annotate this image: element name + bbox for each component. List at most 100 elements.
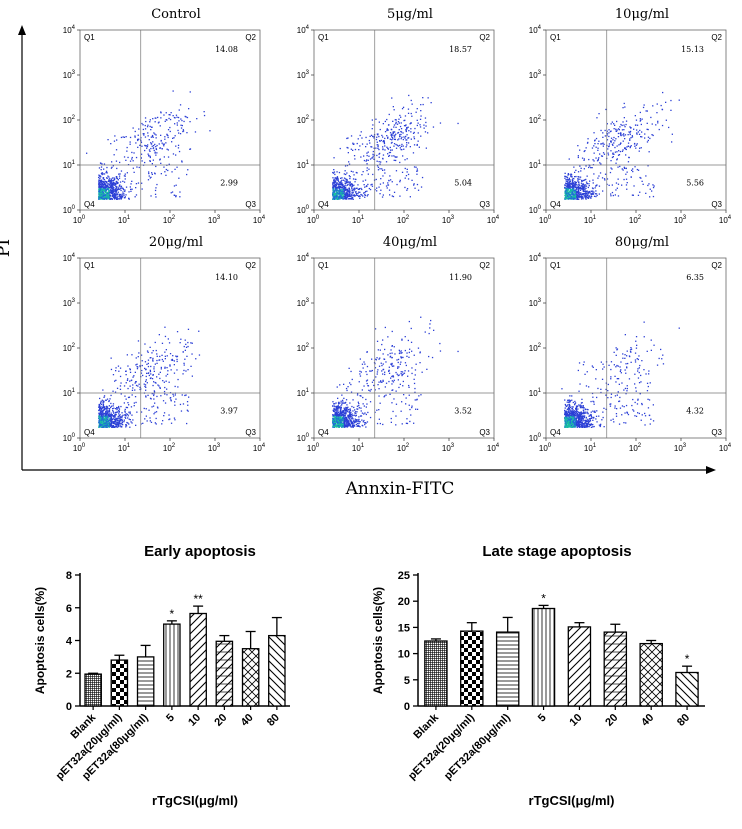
- flow-dot: [332, 182, 334, 184]
- flow-dot: [583, 159, 585, 161]
- flow-dot: [578, 193, 581, 195]
- flow-dot: [121, 195, 123, 197]
- flow-dot: [130, 421, 132, 423]
- flow-dot: [99, 417, 101, 419]
- flow-dot: [119, 193, 121, 196]
- flow-dot: [111, 183, 113, 185]
- flow-dot: [353, 406, 355, 409]
- flow-dot: [365, 371, 367, 373]
- flow-dot: [191, 353, 193, 355]
- flow-dot: [623, 117, 625, 119]
- flow-dot: [335, 186, 338, 188]
- flow-dot: [98, 188, 100, 190]
- flow-dot: [154, 193, 157, 195]
- flow-dot: [121, 415, 123, 417]
- flow-dot: [352, 424, 354, 427]
- flow-dot: [144, 145, 147, 147]
- flow-dot: [369, 390, 371, 392]
- flow-dot: [354, 409, 356, 411]
- flow-dot: [172, 359, 174, 361]
- flow-dot: [114, 193, 116, 196]
- flow-dot: [372, 124, 374, 126]
- flow-dot: [369, 416, 372, 419]
- flow-dot: [582, 189, 584, 191]
- flow-dot: [359, 191, 361, 193]
- flow-dot: [376, 160, 378, 162]
- flow-dot: [333, 192, 335, 194]
- flow-dot: [626, 188, 628, 190]
- flow-dot: [102, 192, 104, 194]
- flow-dot: [405, 364, 407, 367]
- flow-dot: [610, 195, 612, 197]
- flow-dot: [344, 408, 346, 410]
- flow-dot: [621, 168, 623, 170]
- flow-dot: [152, 360, 154, 362]
- flow-dot: [579, 188, 581, 190]
- flow-dot: [332, 188, 334, 190]
- flow-dot: [119, 194, 121, 197]
- flow-dot: [566, 190, 568, 192]
- flow-dot: [341, 195, 343, 197]
- flow-dot: [395, 424, 397, 426]
- flow-dot: [344, 414, 346, 417]
- flow-dot: [598, 140, 600, 142]
- flow-dot: [335, 406, 337, 409]
- flow-dot: [413, 138, 416, 140]
- flow-dot: [127, 396, 130, 399]
- flow-dot: [161, 342, 164, 344]
- flow-dot: [125, 159, 127, 161]
- flow-dot: [414, 391, 416, 393]
- flow-dot: [353, 155, 356, 157]
- flow-dot: [624, 354, 626, 356]
- flow-dot: [571, 179, 573, 181]
- flow-dot: [652, 186, 655, 189]
- flow-dot: [571, 183, 573, 185]
- flow-dot: [580, 196, 583, 199]
- flow-dot: [344, 411, 346, 414]
- flow-dot: [335, 412, 337, 414]
- flow-dot: [113, 140, 116, 142]
- flow-dot: [367, 385, 369, 387]
- flow-dot: [337, 193, 339, 195]
- flow-dot: [344, 182, 346, 184]
- flow-dot: [333, 421, 335, 423]
- flow-dot: [395, 119, 397, 121]
- flow-dot: [369, 188, 372, 191]
- flow-dot: [595, 418, 597, 420]
- flow-dot: [340, 197, 342, 199]
- flow-dot: [358, 191, 360, 193]
- flow-dot: [187, 345, 189, 348]
- flow-dot: [106, 426, 108, 428]
- flow-dot: [106, 421, 109, 423]
- flow-dot: [332, 187, 334, 189]
- flow-dot: [567, 193, 569, 195]
- flow-dot: [388, 366, 390, 368]
- flow-dot: [598, 175, 600, 177]
- flow-dot: [587, 420, 589, 422]
- flow-dot: [104, 191, 107, 193]
- flow-dot: [579, 419, 581, 421]
- flow-dot: [602, 145, 604, 147]
- x-tick-label: 102: [163, 215, 176, 225]
- flow-dot: [132, 376, 134, 378]
- flow-dot: [596, 160, 599, 162]
- flow-dot: [159, 125, 161, 127]
- flow-dot: [184, 339, 186, 341]
- flow-dot: [105, 425, 107, 427]
- flow-dot: [622, 140, 624, 142]
- x-tick-label: 101: [118, 443, 131, 453]
- flow-dot: [574, 171, 576, 173]
- flow-dot: [343, 194, 345, 196]
- flow-dot: [404, 362, 407, 364]
- flow-dot: [342, 190, 344, 192]
- flow-dot: [409, 408, 411, 411]
- flow-dot: [575, 414, 577, 416]
- flow-dot: [388, 372, 391, 374]
- flow-dot: [585, 190, 587, 192]
- flow-dot: [385, 185, 388, 187]
- flow-dot: [569, 196, 571, 198]
- x-tick-label: 104: [253, 215, 266, 225]
- flow-dot: [105, 192, 108, 195]
- flow-dot: [639, 191, 641, 193]
- flow-dot: [378, 418, 380, 420]
